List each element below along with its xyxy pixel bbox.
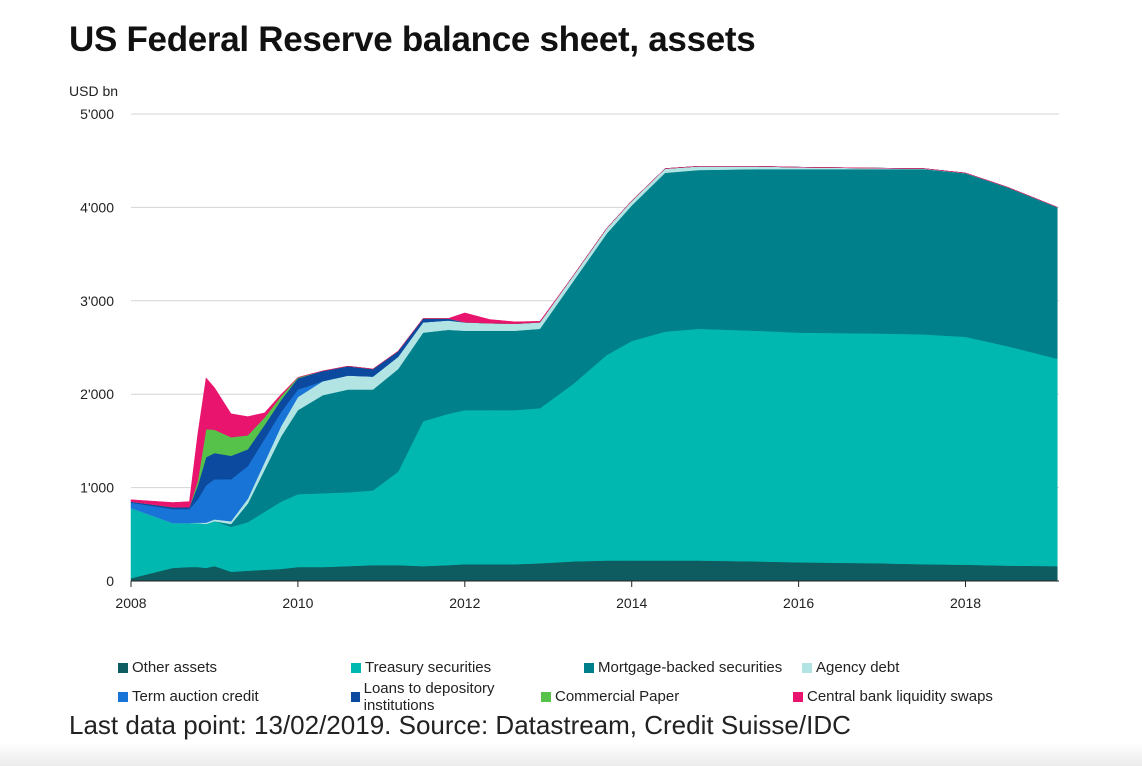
- chart-title: US Federal Reserve balance sheet, assets: [69, 20, 756, 59]
- legend-swatch: [351, 691, 360, 702]
- legend: Other assets Treasury securities Mortgage-…: [118, 653, 1058, 714]
- legend-swatch: [802, 662, 812, 673]
- x-tick-label: 2010: [282, 595, 313, 611]
- legend-label: Other assets: [132, 659, 218, 676]
- x-tick-label: 2008: [115, 595, 146, 611]
- legend-item: Agency debt: [802, 659, 1002, 676]
- legend-item: Central bank liquidity swaps: [793, 688, 1013, 705]
- bottom-band: [0, 742, 1142, 766]
- y-axis-label: USD bn: [69, 83, 119, 99]
- legend-item: Commercial Paper: [541, 688, 793, 705]
- legend-swatch: [351, 662, 361, 673]
- legend-item: Other assets: [118, 659, 351, 676]
- legend-item: Treasury securities: [351, 659, 584, 676]
- y-tick-label: 0: [106, 573, 114, 589]
- legend-item: Mortgage-backed securities: [584, 659, 802, 676]
- legend-swatch: [118, 662, 128, 673]
- legend-label: Central bank liquidity swaps: [807, 688, 993, 705]
- legend-label: Commercial Paper: [555, 688, 680, 705]
- x-tick-label: 2016: [783, 595, 814, 611]
- legend-swatch: [118, 691, 128, 702]
- legend-label: Loans to depository institutions: [363, 679, 495, 714]
- legend-label: Mortgage-backed securities: [598, 659, 783, 676]
- y-tick-label: 4'000: [80, 199, 114, 215]
- x-tick-label: 2018: [950, 595, 981, 611]
- legend-item: Term auction credit: [118, 688, 351, 705]
- legend-swatch: [793, 691, 803, 702]
- footnote: Last data point: 13/02/2019. Source: Dat…: [69, 710, 851, 740]
- legend-swatch: [584, 662, 594, 673]
- area-central-bank-liquidity-swaps: [130, 166, 1058, 508]
- legend-item: Loans to depository institutions: [351, 680, 541, 714]
- y-tick-label: 3'000: [80, 293, 114, 309]
- x-tick-label: 2012: [449, 595, 480, 611]
- legend-label: Term auction credit: [132, 688, 259, 705]
- legend-label: Agency debt: [816, 659, 900, 676]
- y-tick-label: 1'000: [80, 480, 114, 496]
- y-tick-label: 2'000: [80, 386, 114, 402]
- legend-label: Treasury securities: [365, 659, 492, 676]
- y-tick-label: 5'000: [80, 106, 114, 122]
- legend-swatch: [541, 691, 551, 702]
- x-tick-label: 2014: [616, 595, 647, 611]
